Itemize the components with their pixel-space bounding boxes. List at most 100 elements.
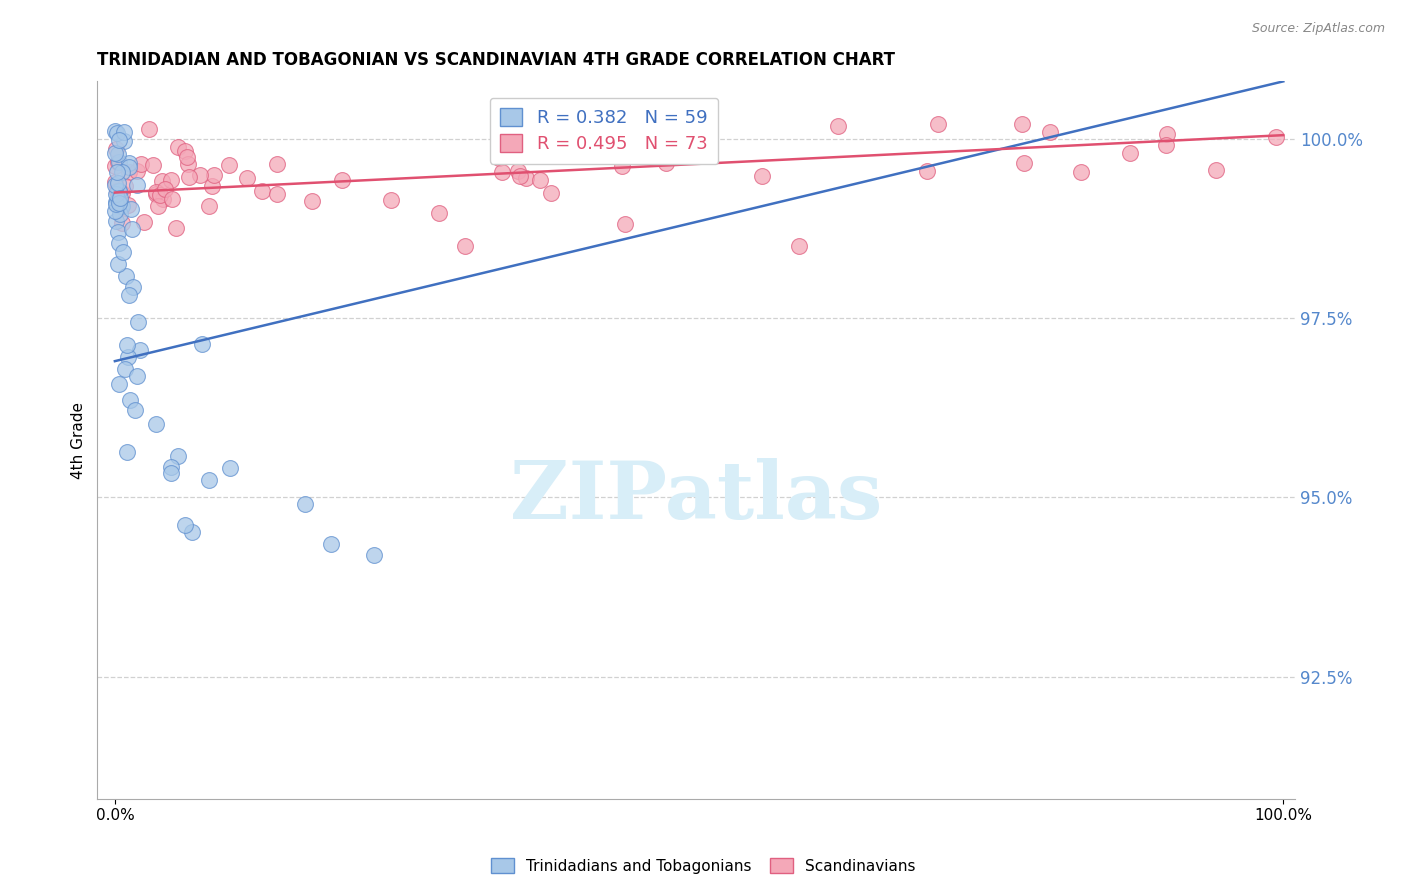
Point (180, 525, 202, 540)
Point (294, 497, 316, 511)
Point (112, 134, 135, 148)
Point (121, 221, 143, 235)
Point (104, 159, 127, 173)
Point (104, 197, 127, 211)
Point (427, 205, 450, 219)
Point (160, 192, 183, 206)
Point (111, 186, 134, 201)
Point (138, 122, 160, 136)
Point (1154, 138, 1177, 153)
Point (197, 199, 219, 213)
Point (236, 170, 259, 185)
Point (697, 141, 720, 155)
Point (167, 140, 190, 154)
Point (176, 150, 198, 164)
Point (127, 315, 149, 329)
Point (330, 172, 353, 186)
Point (117, 198, 139, 212)
Point (188, 168, 211, 182)
Point (114, 179, 136, 194)
Point (104, 176, 127, 190)
Point (108, 133, 131, 147)
Point (121, 280, 143, 294)
Point (110, 164, 132, 178)
Point (218, 158, 240, 172)
Point (191, 336, 214, 351)
Point (610, 159, 633, 173)
Point (107, 155, 129, 169)
Point (108, 154, 131, 169)
Point (129, 157, 152, 171)
Point (160, 459, 183, 474)
Point (319, 537, 342, 551)
Point (110, 199, 132, 213)
Point (150, 174, 173, 188)
Point (515, 170, 537, 185)
Point (107, 225, 129, 239)
Point (118, 156, 141, 170)
Point (104, 146, 127, 161)
Text: TRINIDADIAN AND TOBAGONIAN VS SCANDINAVIAN 4TH GRADE CORRELATION CHART: TRINIDADIAN AND TOBAGONIAN VS SCANDINAVI… (97, 51, 896, 69)
Point (108, 191, 131, 205)
Point (1265, 130, 1288, 145)
Point (142, 158, 165, 172)
Point (173, 144, 195, 158)
Point (152, 192, 174, 206)
Point (107, 147, 129, 161)
Point (105, 126, 128, 140)
Point (105, 214, 128, 228)
Point (111, 245, 134, 260)
Point (927, 117, 949, 131)
Point (125, 368, 148, 383)
Point (118, 165, 141, 179)
Point (108, 184, 131, 198)
Point (115, 444, 138, 458)
Point (107, 184, 129, 198)
Point (128, 343, 150, 358)
Point (540, 186, 562, 200)
Point (177, 157, 200, 171)
Point (363, 549, 385, 563)
Point (1070, 164, 1092, 178)
Point (117, 350, 139, 364)
Point (115, 338, 138, 352)
Point (380, 193, 402, 207)
Point (197, 473, 219, 487)
Point (111, 216, 134, 230)
Point (219, 460, 242, 475)
Legend: Trinidadians and Tobagonians, Scandinavians: Trinidadians and Tobagonians, Scandinavi… (485, 852, 921, 880)
Point (620, 139, 643, 153)
Point (1156, 127, 1178, 141)
Point (787, 239, 810, 253)
Point (114, 361, 136, 376)
Point (105, 194, 128, 209)
Point (160, 466, 183, 480)
Point (153, 182, 176, 196)
Point (107, 376, 129, 391)
Point (107, 193, 129, 207)
Point (145, 185, 167, 199)
Point (506, 163, 529, 178)
Point (266, 156, 288, 170)
Point (179, 169, 201, 184)
Point (125, 164, 148, 178)
Point (165, 221, 187, 235)
Point (149, 188, 172, 202)
Text: Source: ZipAtlas.com: Source: ZipAtlas.com (1251, 22, 1385, 36)
Point (104, 124, 127, 138)
Point (120, 202, 142, 217)
Point (1011, 117, 1033, 131)
Point (202, 168, 225, 182)
Point (1119, 145, 1142, 160)
Point (118, 160, 141, 174)
Point (107, 257, 129, 271)
Point (124, 403, 146, 417)
Point (110, 207, 132, 221)
Text: ZIPatlas: ZIPatlas (510, 458, 883, 536)
Point (105, 185, 128, 199)
Point (132, 215, 155, 229)
Point (145, 187, 167, 202)
Point (145, 417, 167, 432)
Point (118, 288, 141, 302)
Point (160, 173, 183, 187)
